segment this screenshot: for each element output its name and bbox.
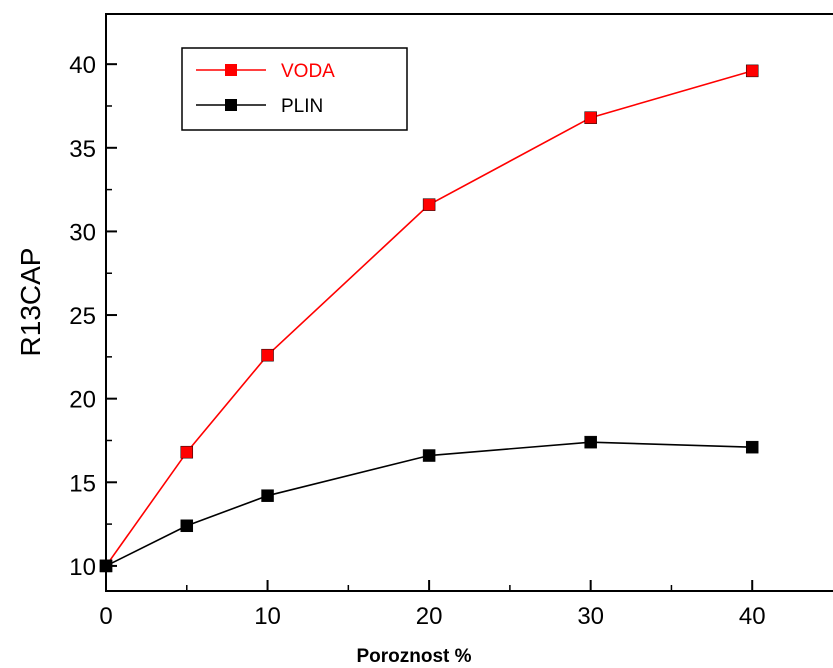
data-point-voda — [745, 64, 759, 78]
y-tick-label: 40 — [69, 52, 96, 79]
data-point-voda — [422, 198, 436, 211]
x-tick-label: 0 — [99, 603, 112, 630]
x-tick-label: 20 — [416, 603, 443, 630]
data-point-voda — [584, 111, 597, 124]
y-axis-title: R13CAP — [15, 248, 46, 357]
series-layer — [99, 64, 759, 573]
legend-label-plin: PLIN — [281, 96, 323, 117]
data-point-plin — [422, 449, 436, 462]
y-tick-label: 30 — [69, 219, 96, 246]
legend: VODA PLIN — [181, 47, 408, 131]
y-tick-label: 15 — [69, 470, 96, 497]
x-axis-ticks: 0 10 20 30 40 — [99, 580, 766, 630]
y-tick-label: 35 — [69, 136, 96, 163]
x-tick-label: 40 — [739, 603, 766, 630]
plot-frame — [105, 13, 833, 592]
legend-marker-voda — [225, 64, 237, 76]
y-tick-label: 20 — [69, 387, 96, 414]
data-point-voda — [261, 348, 274, 362]
data-point-plin — [261, 489, 274, 502]
legend-label-voda: VODA — [281, 61, 335, 82]
series-line-plin — [105, 441, 753, 567]
data-point-plin — [180, 519, 194, 533]
series-line-voda — [105, 70, 753, 567]
minor-ticks — [106, 105, 673, 591]
legend-box — [181, 47, 408, 131]
y-tick-label: 25 — [69, 303, 96, 330]
y-tick-label: 10 — [69, 554, 96, 581]
legend-marker-plin — [225, 99, 237, 111]
data-point-plin — [584, 435, 597, 449]
data-point-plin — [99, 559, 113, 573]
y-axis-ticks: 10 15 20 25 30 35 40 — [69, 52, 117, 581]
data-point-voda — [180, 445, 194, 459]
x-tick-label: 10 — [254, 603, 281, 630]
x-tick-label: 30 — [577, 603, 604, 630]
data-point-plin — [745, 440, 759, 454]
x-axis-title: Poroznost % — [356, 646, 471, 667]
